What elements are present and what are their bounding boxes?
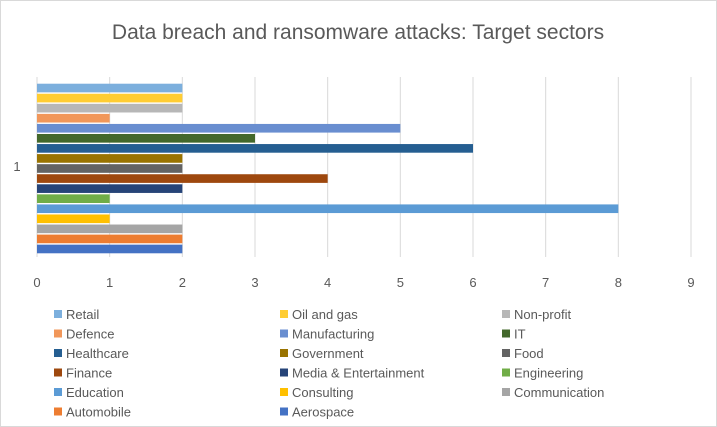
- legend-swatch-non-profit: [502, 310, 510, 318]
- x-tick-label: 8: [615, 275, 622, 290]
- legend-swatch-healthcare: [54, 349, 62, 357]
- legend: Retail Oil and gas Non-profit Defence Manufa…: [54, 307, 604, 420]
- legend-swatch-retail: [54, 310, 62, 318]
- x-tick-label: 1: [106, 275, 113, 290]
- legend-label-communication: Communication: [514, 385, 604, 400]
- bar-it: [37, 133, 255, 143]
- x-tick-label: 9: [687, 275, 694, 290]
- bar-aerospace: [37, 244, 183, 254]
- bar-oil-and-gas: [37, 93, 183, 103]
- legend-label-retail: Retail: [66, 307, 99, 322]
- bar-education: [37, 204, 619, 214]
- legend-swatch-it: [502, 329, 510, 338]
- x-tick-label: 5: [397, 275, 404, 290]
- legend-swatch-education: [54, 388, 62, 396]
- legend-label-finance: Finance: [66, 366, 112, 381]
- legend-label-media-entertainment: Media & Entertainment: [292, 366, 425, 381]
- bar-food: [37, 164, 183, 173]
- bar-non-profit: [37, 103, 183, 113]
- legend-label-non-profit: Non-profit: [514, 307, 571, 322]
- legend-swatch-defence: [54, 329, 62, 338]
- legend-label-defence: Defence: [66, 327, 114, 342]
- legend-label-manufacturing: Manufacturing: [292, 327, 374, 342]
- legend-swatch-manufacturing: [280, 329, 288, 338]
- legend-swatch-media-entertainment: [280, 368, 288, 377]
- y-tick-label: 1: [13, 159, 20, 174]
- legend-swatch-communication: [502, 388, 510, 396]
- bar-communication: [37, 224, 183, 234]
- chart-title: Data breach and ransomware attacks: Targ…: [112, 21, 604, 44]
- bars: [37, 83, 619, 254]
- bar-retail: [37, 83, 183, 93]
- legend-swatch-engineering: [502, 368, 510, 377]
- legend-label-automobile: Automobile: [66, 405, 131, 420]
- legend-swatch-automobile: [54, 407, 62, 416]
- bar-consulting: [37, 214, 110, 224]
- bar-government: [37, 154, 183, 163]
- bar-automobile: [37, 234, 183, 244]
- x-axis-ticks: 0 1 2 3 4 5 6 7 8 9: [33, 275, 694, 290]
- legend-swatch-aerospace: [280, 407, 288, 416]
- bar-defence: [37, 113, 110, 123]
- x-tick-label: 3: [251, 275, 258, 290]
- legend-label-it: IT: [514, 327, 526, 342]
- legend-label-healthcare: Healthcare: [66, 346, 129, 361]
- bar-healthcare: [37, 144, 473, 153]
- legend-label-oil-and-gas: Oil and gas: [292, 307, 358, 322]
- legend-label-engineering: Engineering: [514, 366, 583, 381]
- bar-finance: [37, 174, 328, 183]
- bar-media-entertainment: [37, 184, 183, 193]
- x-tick-label: 4: [324, 275, 331, 290]
- bar-manufacturing: [37, 123, 401, 133]
- legend-label-education: Education: [66, 385, 124, 400]
- legend-label-consulting: Consulting: [292, 385, 353, 400]
- x-tick-label: 7: [542, 275, 549, 290]
- legend-swatch-consulting: [280, 388, 288, 396]
- legend-swatch-food: [502, 349, 510, 357]
- x-tick-label: 6: [469, 275, 476, 290]
- legend-swatch-oil-and-gas: [280, 310, 288, 318]
- legend-label-aerospace: Aerospace: [292, 405, 354, 420]
- legend-label-food: Food: [514, 346, 544, 361]
- legend-swatch-finance: [54, 368, 62, 377]
- legend-swatch-government: [280, 349, 288, 357]
- x-tick-label: 0: [33, 275, 40, 290]
- y-axis-ticks: 1: [13, 159, 20, 174]
- legend-label-government: Government: [292, 346, 364, 361]
- bar-engineering: [37, 194, 110, 204]
- x-tick-label: 2: [179, 275, 186, 290]
